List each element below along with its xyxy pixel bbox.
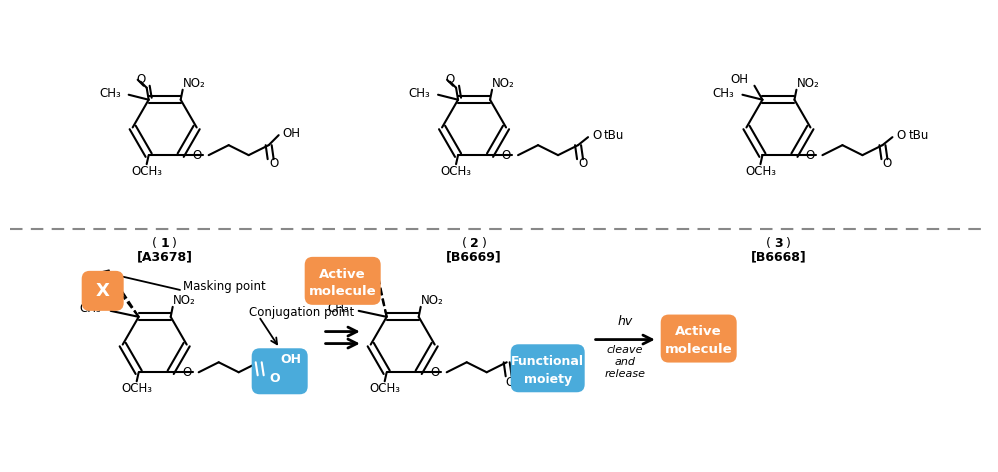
Text: ): )	[173, 236, 177, 250]
Text: [B6668]: [B6668]	[750, 251, 806, 264]
Text: (: (	[153, 236, 157, 250]
Text: CH₃: CH₃	[713, 87, 735, 100]
Text: moiety: moiety	[524, 373, 572, 386]
Text: O: O	[445, 73, 455, 86]
Text: OCH₃: OCH₃	[440, 165, 471, 177]
FancyBboxPatch shape	[251, 348, 307, 394]
Text: (: (	[766, 236, 770, 250]
Text: (: (	[462, 236, 466, 250]
Text: ): )	[482, 236, 486, 250]
Text: release: release	[605, 369, 646, 379]
Text: O: O	[192, 149, 202, 161]
Text: [B6669]: [B6669]	[446, 251, 502, 264]
Text: 3: 3	[774, 236, 782, 250]
Text: NO₂: NO₂	[796, 77, 819, 90]
Text: NO₂: NO₂	[173, 295, 196, 307]
Text: O: O	[269, 372, 280, 385]
Text: ): )	[786, 236, 790, 250]
Text: tBu: tBu	[604, 129, 625, 142]
FancyBboxPatch shape	[661, 314, 737, 362]
Text: O: O	[501, 149, 511, 161]
Text: O: O	[805, 149, 815, 161]
Text: molecule: molecule	[308, 286, 376, 298]
Text: 2: 2	[470, 236, 478, 250]
Text: OH: OH	[280, 353, 301, 366]
Text: X: X	[96, 282, 110, 300]
Text: [A3678]: [A3678]	[137, 251, 193, 264]
Text: Functional: Functional	[511, 355, 584, 368]
Text: O: O	[896, 129, 906, 142]
Text: O: O	[136, 73, 146, 86]
Text: 1: 1	[161, 236, 169, 250]
Text: O: O	[505, 376, 514, 389]
Text: OCH₃: OCH₃	[369, 382, 400, 395]
Text: NO₂: NO₂	[492, 77, 515, 90]
Text: NO₂: NO₂	[421, 295, 443, 307]
FancyBboxPatch shape	[82, 271, 124, 311]
Text: molecule: molecule	[665, 343, 733, 356]
Text: hv: hv	[618, 315, 633, 328]
Text: O: O	[430, 366, 439, 379]
Text: OH: OH	[282, 126, 300, 140]
FancyBboxPatch shape	[511, 344, 585, 392]
Text: O: O	[182, 366, 192, 379]
Text: CH₃: CH₃	[408, 87, 430, 100]
Text: O: O	[883, 157, 892, 169]
Text: O: O	[269, 157, 278, 169]
Text: tBu: tBu	[908, 129, 929, 142]
Text: Active: Active	[319, 268, 366, 281]
Text: Masking point: Masking point	[183, 280, 265, 293]
Text: OCH₃: OCH₃	[131, 165, 162, 177]
Text: CH₃: CH₃	[79, 303, 101, 315]
Text: CH₃: CH₃	[99, 87, 121, 100]
Text: OCH₃: OCH₃	[121, 382, 152, 395]
Text: O: O	[592, 129, 602, 142]
Text: cleave: cleave	[607, 345, 644, 354]
FancyBboxPatch shape	[304, 257, 380, 305]
Text: O: O	[579, 157, 588, 169]
Text: CH₃: CH₃	[327, 303, 348, 315]
Text: Active: Active	[676, 326, 722, 338]
Text: Conjugation point: Conjugation point	[249, 306, 354, 319]
Text: OH: OH	[731, 73, 748, 86]
Text: and: and	[615, 356, 636, 367]
Text: NO₂: NO₂	[183, 77, 206, 90]
Text: OCH₃: OCH₃	[745, 165, 775, 177]
